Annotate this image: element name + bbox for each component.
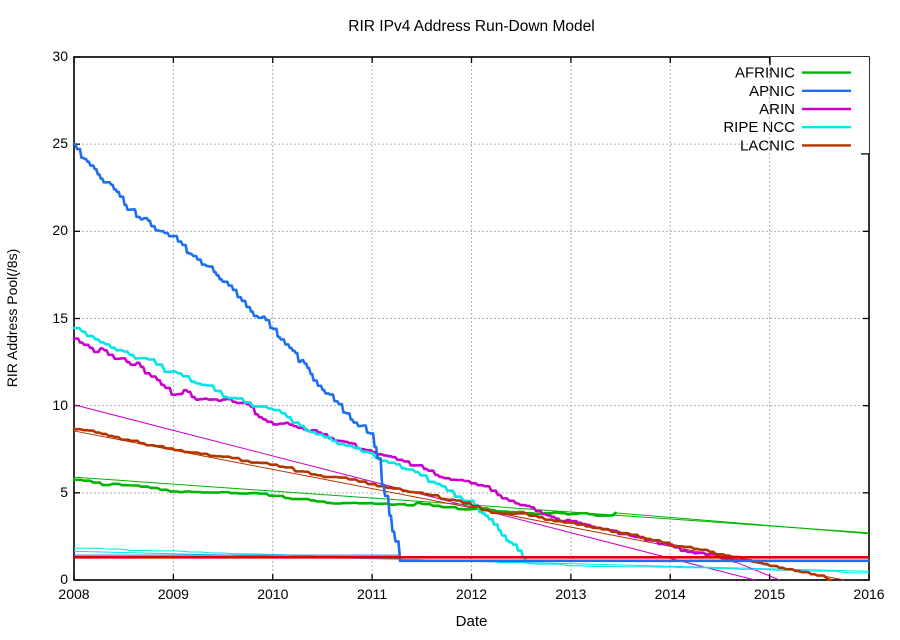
svg-text:LACNIC: LACNIC — [740, 137, 795, 154]
svg-text:RIPE NCC: RIPE NCC — [723, 119, 795, 136]
svg-text:ARIN: ARIN — [759, 101, 795, 118]
svg-text:AFRINIC: AFRINIC — [735, 65, 795, 82]
svg-text:APNIC: APNIC — [749, 83, 795, 100]
